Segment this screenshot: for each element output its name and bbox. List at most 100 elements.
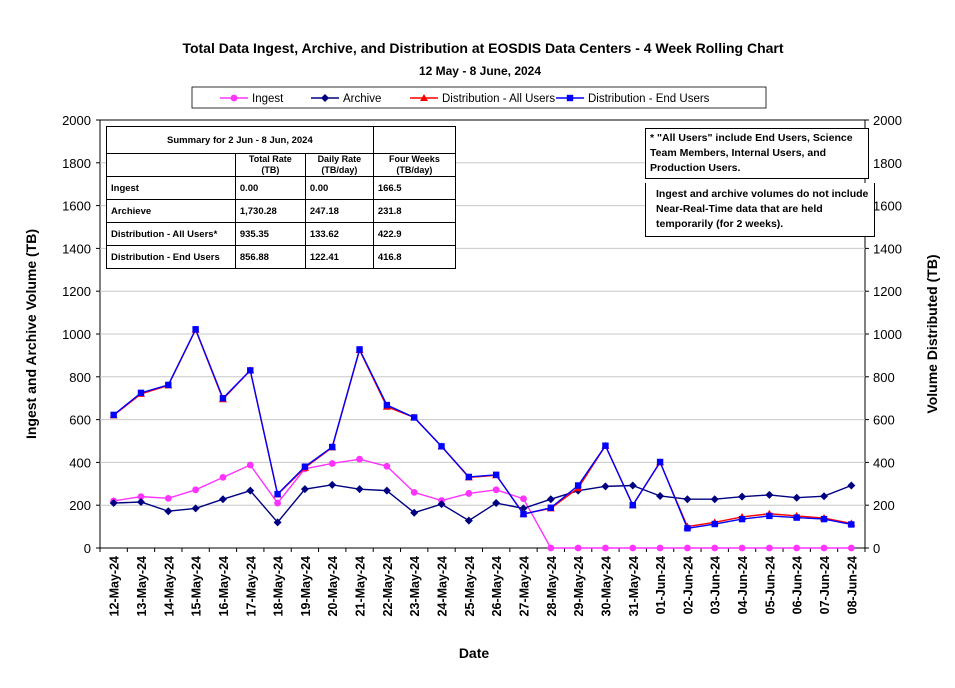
y-tick-label-right: 2000 xyxy=(873,113,902,128)
summary-row: Distribution - All Users* 935.35 133.62 … xyxy=(106,222,457,246)
summary-row-four: 166.5 xyxy=(372,176,457,200)
data-point-ingest xyxy=(847,544,855,552)
data-point-archive xyxy=(164,507,173,516)
data-point-ingest xyxy=(164,494,172,502)
data-point-ingest xyxy=(574,544,582,552)
data-point-ingest xyxy=(520,495,527,503)
summary-table: Summary for 2 Jun - 8 Jun, 2024 Total Ra… xyxy=(106,126,457,269)
data-point-distribution-end-users xyxy=(438,443,445,450)
data-point-distribution-end-users xyxy=(520,510,527,518)
legend-marker-archive xyxy=(321,94,329,102)
data-point-distribution-end-users xyxy=(684,525,691,532)
data-point-distribution-end-users xyxy=(410,414,418,421)
legend-marker-distribution-end-users xyxy=(566,94,574,102)
summary-col-four: Four Weeks (TB/day) xyxy=(372,153,457,177)
data-point-ingest xyxy=(684,544,691,552)
summary-col-daily: Daily Rate (TB/day) xyxy=(304,153,374,177)
summary-row-label: Archieve xyxy=(106,199,236,223)
data-point-archive xyxy=(683,495,692,504)
y-tick-label-right: 0 xyxy=(873,541,880,556)
legend-label-archive: Archive xyxy=(343,93,381,105)
x-tick-label: 03-Jun-24 xyxy=(709,556,723,614)
summary-row-four: 231.8 xyxy=(372,199,457,223)
data-point-archive xyxy=(820,492,829,501)
x-tick-label: 13-May-24 xyxy=(135,556,149,616)
data-point-ingest xyxy=(246,461,254,469)
data-point-ingest xyxy=(492,486,500,494)
data-point-distribution-end-users xyxy=(738,515,746,523)
data-point-distribution-end-users xyxy=(247,367,254,374)
data-point-distribution-end-users xyxy=(274,490,281,498)
data-point-archive xyxy=(382,486,391,495)
data-point-archive xyxy=(792,493,801,502)
summary-row: Distribution - End Users 856.88 122.41 4… xyxy=(106,245,457,269)
series-archive xyxy=(109,480,856,527)
x-tick-label: 18-May-24 xyxy=(272,556,286,616)
x-tick-label: 02-Jun-24 xyxy=(681,556,695,614)
data-point-ingest xyxy=(820,544,828,552)
summary-row-total: 1,730.28 xyxy=(234,199,306,223)
legend: Ingest Archive Distribution - All Users Dis… xyxy=(191,86,767,109)
data-point-distribution-end-users xyxy=(219,395,227,402)
data-point-archive xyxy=(218,495,227,504)
data-point-archive xyxy=(765,490,774,499)
data-point-ingest xyxy=(656,544,664,552)
x-tick-label: 01-Jun-24 xyxy=(654,556,668,614)
data-point-ingest xyxy=(765,544,773,552)
y-tick-label-left: 1800 xyxy=(62,156,91,171)
data-point-distribution-end-users xyxy=(301,463,309,470)
y-tick-label-left: 800 xyxy=(69,370,91,385)
data-point-ingest xyxy=(738,544,746,552)
series-line-ingest xyxy=(113,458,852,549)
data-point-ingest xyxy=(711,544,719,552)
y-tick-label-left: 1400 xyxy=(62,241,91,256)
summary-row-label: Distribution - All Users* xyxy=(106,222,236,246)
y-tick-label-right: 1400 xyxy=(873,241,902,256)
x-tick-label: 07-Jun-24 xyxy=(818,556,832,614)
series-layer xyxy=(109,325,856,552)
series-line-archive xyxy=(113,484,852,524)
x-tick-label: 31-May-24 xyxy=(627,556,641,616)
x-tick-label: 25-May-24 xyxy=(463,556,477,616)
chart-title: Total Data Ingest, Archive, and Distribu… xyxy=(182,40,783,56)
data-point-distribution-end-users xyxy=(383,401,391,409)
note-near-real-time: Ingest and archive volumes do not includ… xyxy=(645,183,875,237)
x-tick-label: 21-May-24 xyxy=(354,556,368,616)
y-tick-label-right: 400 xyxy=(873,455,895,470)
summary-row-daily: 0.00 xyxy=(304,176,374,200)
summary-row-four: 422.9 xyxy=(372,222,457,246)
x-tick-label: 24-May-24 xyxy=(436,556,450,616)
data-point-archive xyxy=(355,485,364,494)
legend-label-distribution-all-users: Distribution - All Users xyxy=(442,93,555,105)
y-tick-label-left: 2000 xyxy=(62,113,91,128)
data-point-distribution-end-users xyxy=(547,504,555,511)
data-point-distribution-end-users xyxy=(110,411,117,419)
summary-row-total: 856.88 xyxy=(234,245,306,269)
data-point-distribution-end-users xyxy=(793,514,800,521)
data-point-archive xyxy=(328,480,337,489)
data-point-ingest xyxy=(410,488,418,496)
series-distribution-end-users xyxy=(110,326,855,532)
x-tick-label: 29-May-24 xyxy=(572,556,586,616)
summary-row: Ingest 0.00 0.00 166.5 xyxy=(106,176,457,200)
summary-row-label: Ingest xyxy=(106,176,236,200)
data-point-archive xyxy=(410,508,419,517)
y-tick-label-right: 200 xyxy=(873,498,895,513)
data-point-distribution-end-users xyxy=(820,515,828,523)
data-point-archive xyxy=(300,485,309,494)
x-tick-label: 08-Jun-24 xyxy=(845,556,859,614)
data-point-ingest xyxy=(793,544,801,552)
data-point-ingest xyxy=(383,462,391,470)
series-line-distribution-end-users xyxy=(113,327,852,530)
chart-subtitle: 12 May - 8 June, 2024 xyxy=(419,64,541,78)
data-point-ingest xyxy=(356,455,363,463)
data-point-distribution-end-users xyxy=(492,471,500,479)
data-point-distribution-end-users xyxy=(766,512,773,520)
data-point-distribution-end-users xyxy=(165,381,172,389)
summary-row-total: 935.35 xyxy=(234,222,306,246)
data-point-archive xyxy=(710,495,719,504)
summary-row-total: 0.00 xyxy=(234,176,306,200)
data-point-distribution-end-users xyxy=(574,482,582,489)
summary-title: Summary for 2 Jun - 8 Jun, 2024 xyxy=(106,126,374,154)
x-tick-label: 14-May-24 xyxy=(162,556,176,616)
